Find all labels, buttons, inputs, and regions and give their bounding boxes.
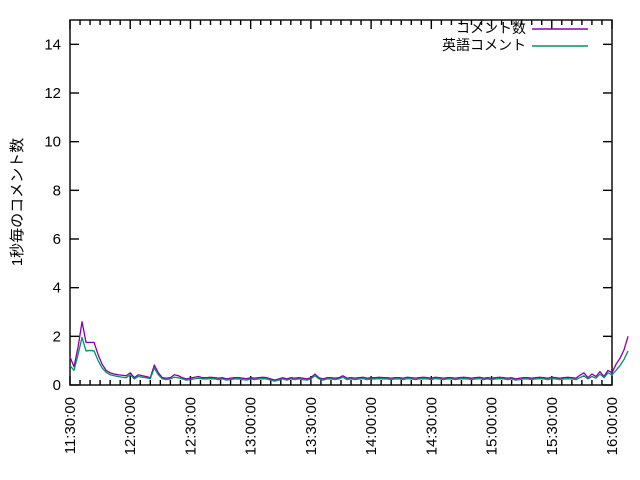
- legend-label: コメント数: [456, 20, 526, 36]
- y-axis-tick-label: 12: [44, 85, 61, 102]
- y-axis-title: 1秒毎のコメント数: [9, 138, 26, 266]
- legend-label: 英語コメント: [442, 37, 526, 53]
- x-axis-tick-label: 15:30:00: [544, 397, 561, 455]
- y-axis-tick-label: 8: [53, 182, 61, 199]
- y-axis-tick-label: 14: [44, 36, 61, 53]
- series-line-2: [69, 336, 629, 382]
- x-axis-tick-label: 13:30:00: [303, 397, 320, 455]
- y-axis: 0 2 4 6 8 10 12 14: [44, 36, 612, 394]
- x-axis-tick-label: 11:30:00: [62, 397, 79, 454]
- x-axis-tick-label: 16:00:00: [604, 397, 621, 455]
- y-axis-tick-label: 0: [53, 377, 61, 394]
- x-axis-tick-label: 14:30:00: [423, 397, 440, 455]
- y-axis-tick-label: 2: [53, 328, 61, 345]
- y-axis-tick-label: 4: [53, 280, 61, 297]
- x-axis-tick-label: 13:00:00: [243, 397, 260, 455]
- y-axis-tick-label: 6: [53, 231, 61, 248]
- series-line-1: [69, 321, 629, 381]
- y-axis-tick-label: 10: [44, 134, 61, 151]
- data-series-group: [69, 321, 629, 382]
- x-axis-tick-label: 12:30:00: [182, 397, 199, 455]
- x-axis-tick-label: 15:00:00: [484, 397, 501, 455]
- x-axis-tick-labels: 11:30:00 12:00:00 12:30:00 13:00:00 13:30:00…: [62, 397, 621, 455]
- x-axis-tick-label: 12:00:00: [122, 397, 139, 455]
- x-axis-tick-label: 14:00:00: [363, 397, 380, 455]
- x-axis: [69, 20, 613, 385]
